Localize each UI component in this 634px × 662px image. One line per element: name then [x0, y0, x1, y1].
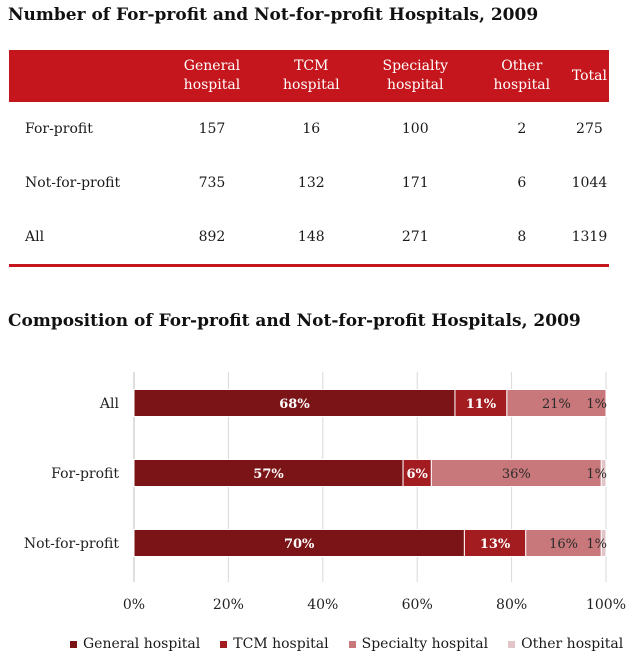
row-label: Not-for-profit — [25, 175, 121, 191]
bar-segment — [430, 459, 602, 487]
data-label: 36% — [502, 467, 531, 482]
bar-segment — [133, 459, 404, 487]
legend-item: Other hospital — [508, 636, 623, 652]
table-header-row: General hospital TCM hospital Specialty … — [9, 50, 609, 102]
table-cell: 132 — [297, 175, 325, 191]
row-label: All — [9, 210, 158, 267]
header-specialty-hospital: Specialty hospital — [382, 58, 448, 93]
table-row: For-profit 157 16 100 2 275 — [9, 102, 609, 156]
legend-label: Other hospital — [521, 636, 624, 652]
bar-segment — [506, 389, 607, 417]
legend-swatch — [348, 640, 356, 648]
legend-item: General hospital — [70, 636, 200, 652]
table-cell: 735 — [198, 175, 226, 191]
data-label: 13% — [480, 537, 511, 552]
table-cell: 148 — [265, 210, 357, 267]
header-other-hospital: Other hospital — [493, 58, 551, 93]
table-cell: 1319 — [569, 210, 609, 267]
chart-title: Composition of For-profit and Not-for-pr… — [8, 311, 581, 331]
header-tcm-hospital: TCM hospital — [283, 58, 340, 93]
legend-item: TCM hospital — [220, 636, 329, 652]
legend-label: TCM hospital — [233, 636, 329, 652]
bar-segment — [454, 389, 508, 417]
bar-segment — [600, 459, 607, 487]
table-cell: 271 — [356, 210, 474, 267]
category-label: For-profit — [51, 466, 119, 482]
legend-swatch — [70, 640, 77, 648]
x-tick-label: 20% — [213, 597, 244, 613]
chart-legend: General hospital TCM hospital Specialty … — [70, 636, 623, 652]
data-label: 68% — [279, 397, 310, 412]
table-cell: 275 — [576, 121, 603, 137]
legend-label: Specialty hospital — [361, 636, 489, 652]
table-cell: 2 — [517, 121, 527, 137]
header-total: Total — [571, 67, 607, 84]
bar-segment — [402, 459, 432, 487]
bar-segment — [600, 529, 607, 557]
table-cell: 16 — [302, 121, 321, 137]
table-cell: 6 — [517, 175, 527, 191]
table-row: Not-for-profit 735 132 171 6 1044 — [9, 156, 609, 210]
legend-label: General hospital — [83, 636, 201, 652]
table-cell: 171 — [401, 175, 429, 191]
x-tick-label: 0% — [123, 597, 145, 613]
table-title: Number of For-profit and Not-for-profit … — [8, 5, 539, 25]
table-cell: 892 — [158, 210, 266, 267]
row-label: For-profit — [25, 121, 93, 137]
table-cell: 8 — [473, 210, 570, 267]
data-label: 1% — [586, 537, 607, 552]
data-label: 1% — [586, 467, 607, 482]
table-cell: 100 — [401, 121, 429, 137]
header-general-hospital: General hospital — [183, 58, 241, 93]
data-label: 16% — [549, 537, 578, 552]
table-row: All 892 148 271 8 1319 — [9, 210, 609, 267]
category-label: All — [99, 396, 120, 412]
legend-item: Specialty hospital — [348, 636, 489, 652]
table-cell: 157 — [198, 121, 226, 137]
bar-segment — [525, 529, 602, 557]
table-cell: 1044 — [571, 175, 608, 191]
x-tick-label: 60% — [402, 597, 433, 613]
category-label: Not-for-profit — [24, 536, 119, 552]
x-tick-label: 40% — [307, 597, 338, 613]
data-label: 6% — [406, 467, 428, 482]
data-label: 21% — [542, 397, 571, 412]
data-label: 70% — [284, 537, 315, 552]
data-label: 11% — [466, 397, 497, 412]
data-label: 57% — [253, 467, 284, 482]
legend-swatch — [220, 640, 228, 648]
data-label: 1% — [586, 397, 607, 412]
x-tick-label: 100% — [586, 597, 626, 613]
legend-swatch — [508, 640, 516, 648]
x-tick-label: 80% — [496, 597, 527, 613]
hospital-counts-table: General hospital TCM hospital Specialty … — [9, 50, 609, 267]
